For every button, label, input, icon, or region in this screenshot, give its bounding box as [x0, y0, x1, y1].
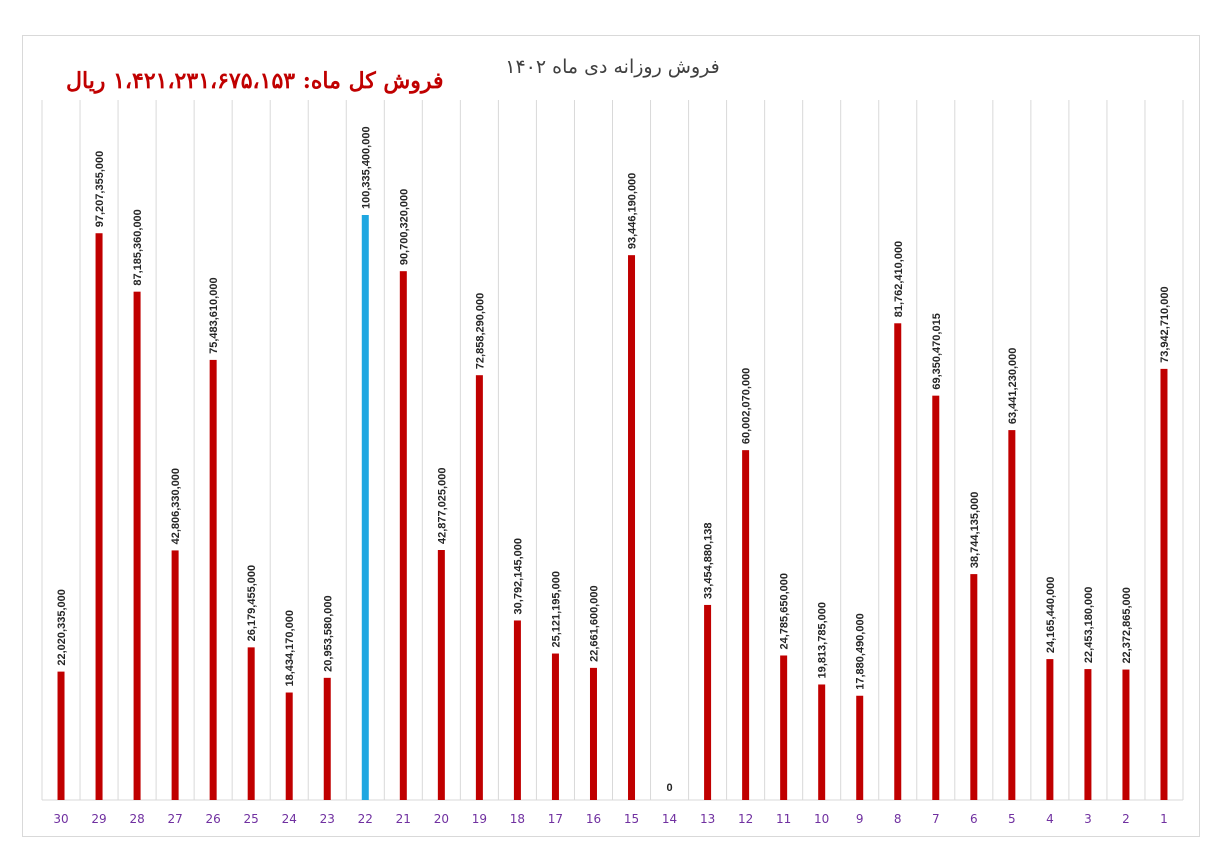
x-tick-12: 12 — [738, 812, 753, 826]
bar-3 — [1084, 669, 1092, 800]
value-label-20: 42,877,025,000 — [436, 468, 448, 544]
value-label-11: 24,785,650,000 — [779, 573, 791, 649]
bar-30 — [57, 671, 65, 800]
value-label-12: 60,002,070,000 — [741, 368, 753, 444]
x-tick-19: 19 — [472, 812, 487, 826]
x-tick-8: 8 — [894, 812, 902, 826]
x-tick-17: 17 — [548, 812, 563, 826]
x-tick-15: 15 — [624, 812, 639, 826]
value-label-24: 18,434,170,000 — [284, 610, 296, 686]
bar-12 — [742, 450, 750, 800]
bar-2 — [1122, 669, 1130, 800]
bar-11 — [780, 655, 788, 800]
x-tick-9: 9 — [856, 812, 864, 826]
bar-25 — [247, 647, 255, 800]
bar-15 — [628, 255, 636, 800]
value-label-9: 17,880,490,000 — [855, 613, 867, 689]
chart-title: فروش روزانه دی ماه ۱۴۰۲ — [505, 56, 720, 78]
bar-29 — [95, 233, 103, 800]
value-label-5: 63,441,230,000 — [1007, 348, 1019, 424]
x-tick-18: 18 — [510, 812, 525, 826]
chart-area — [22, 35, 1200, 837]
value-label-8: 81,762,410,000 — [893, 241, 905, 317]
bar-19 — [475, 375, 483, 800]
bar-24 — [285, 692, 293, 800]
value-label-21: 90,700,320,000 — [398, 189, 410, 265]
bar-13 — [704, 604, 712, 800]
value-label-15: 93,446,190,000 — [627, 173, 639, 249]
value-label-4: 24,165,440,000 — [1045, 577, 1057, 653]
value-label-29: 97,207,355,000 — [94, 151, 106, 227]
x-tick-11: 11 — [776, 812, 791, 826]
x-tick-4: 4 — [1046, 812, 1054, 826]
x-tick-3: 3 — [1084, 812, 1092, 826]
bar-4 — [1046, 659, 1054, 800]
x-tick-25: 25 — [244, 812, 259, 826]
value-label-1: 73,942,710,000 — [1159, 286, 1171, 362]
x-tick-30: 30 — [53, 812, 68, 826]
x-tick-6: 6 — [970, 812, 978, 826]
bar-6 — [970, 574, 978, 800]
value-label-26: 75,483,610,000 — [208, 277, 220, 353]
bar-23 — [323, 677, 331, 800]
bar-1 — [1160, 368, 1168, 800]
x-tick-23: 23 — [320, 812, 335, 826]
value-label-23: 20,953,580,000 — [322, 595, 334, 671]
value-label-3: 22,453,180,000 — [1083, 587, 1095, 663]
x-tick-1: 1 — [1160, 812, 1168, 826]
value-label-13: 33,454,880,138 — [703, 522, 715, 598]
x-tick-29: 29 — [91, 812, 106, 826]
x-tick-27: 27 — [167, 812, 182, 826]
x-tick-10: 10 — [814, 812, 829, 826]
x-tick-26: 26 — [206, 812, 221, 826]
bar-27 — [171, 550, 179, 800]
bar-22 — [361, 215, 369, 800]
bar-26 — [209, 359, 217, 800]
value-label-18: 30,792,145,000 — [512, 538, 524, 614]
bar-20 — [437, 550, 445, 800]
x-tick-7: 7 — [932, 812, 940, 826]
bar-28 — [133, 291, 141, 800]
bar-21 — [399, 271, 407, 801]
x-tick-13: 13 — [700, 812, 715, 826]
value-label-22: 100,335,400,000 — [360, 126, 372, 209]
value-label-28: 87,185,360,000 — [132, 209, 144, 285]
bar-8 — [894, 323, 902, 800]
value-label-6: 38,744,135,000 — [969, 492, 981, 568]
x-tick-21: 21 — [396, 812, 411, 826]
value-label-10: 19,813,785,000 — [817, 602, 829, 678]
value-label-19: 72,858,290,000 — [474, 293, 486, 369]
value-label-7: 69,350,470,015 — [931, 313, 943, 389]
value-label-16: 22,661,600,000 — [588, 585, 600, 661]
bar-7 — [932, 395, 940, 800]
x-tick-22: 22 — [358, 812, 373, 826]
bar-18 — [513, 620, 521, 800]
bar-16 — [589, 667, 597, 800]
value-label-2: 22,372,865,000 — [1121, 587, 1133, 663]
x-tick-2: 2 — [1122, 812, 1130, 826]
x-tick-14: 14 — [662, 812, 677, 826]
x-tick-5: 5 — [1008, 812, 1016, 826]
x-tick-16: 16 — [586, 812, 601, 826]
bar-17 — [551, 653, 559, 800]
value-label-27: 42,806,330,000 — [170, 468, 182, 544]
value-label-25: 26,179,455,000 — [246, 565, 258, 641]
x-tick-28: 28 — [129, 812, 144, 826]
value-label-30: 22,020,335,000 — [56, 589, 68, 665]
x-tick-24: 24 — [282, 812, 297, 826]
value-label-14: 0 — [666, 782, 672, 794]
x-tick-20: 20 — [434, 812, 449, 826]
bar-5 — [1008, 430, 1016, 800]
bar-10 — [818, 684, 826, 800]
bar-9 — [856, 695, 864, 800]
value-label-17: 25,121,195,000 — [550, 571, 562, 647]
total-sales-label: فروش کل ماه: ۱،۴۲۱،۲۳۱،۶۷۵،۱۵۳ ریال — [66, 68, 444, 94]
